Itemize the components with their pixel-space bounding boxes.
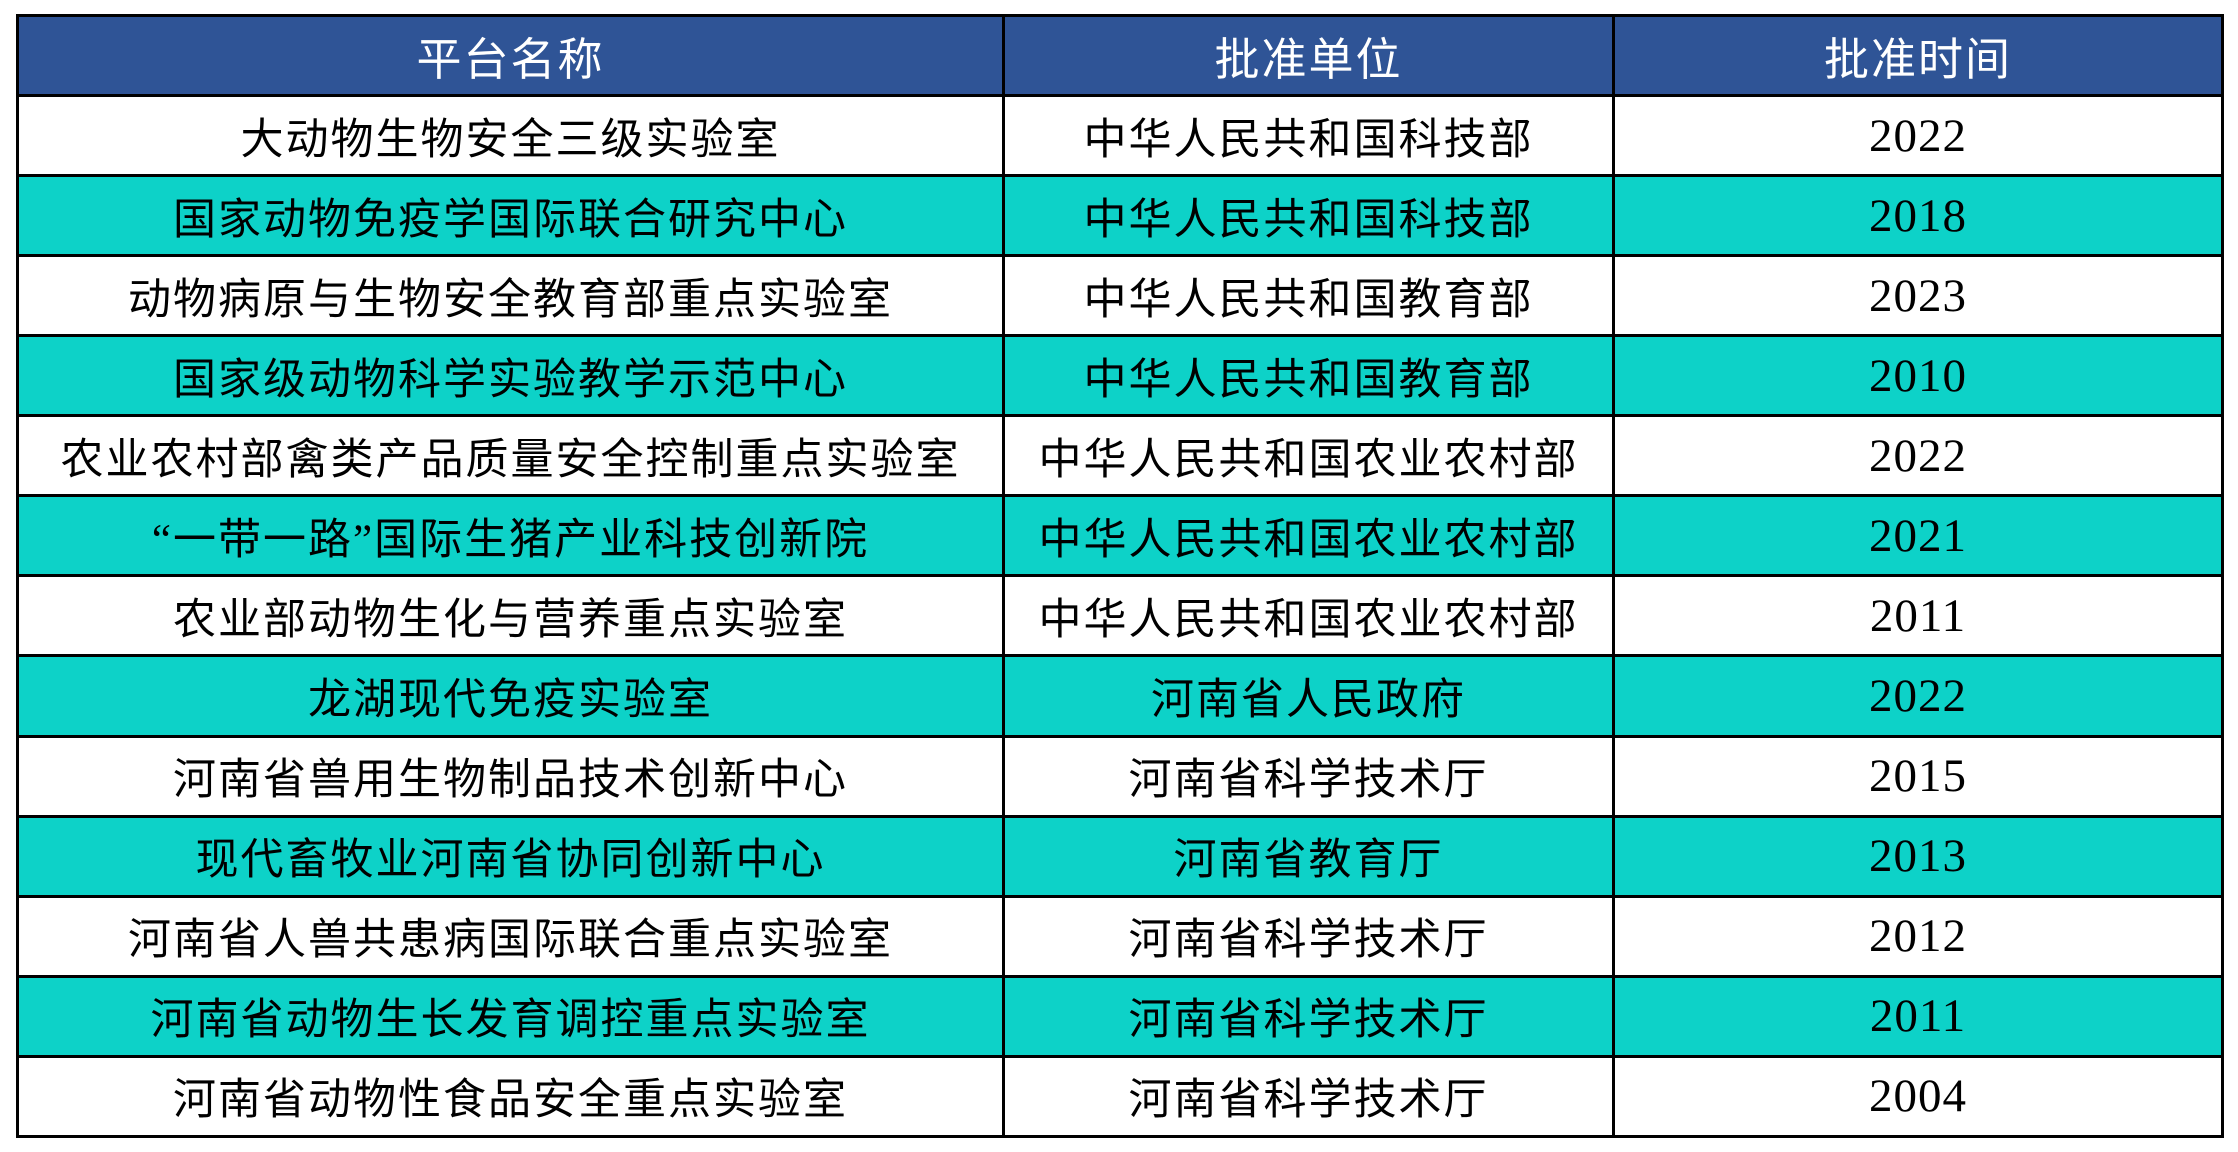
column-header-approving-unit: 批准单位: [1002, 14, 1615, 97]
cell-name: 河南省兽用生物制品技术创新中心: [16, 734, 1005, 818]
cell-year: 2011: [1612, 574, 2224, 658]
cell-unit: 中华人民共和国科技部: [1002, 93, 1615, 178]
cell-name: 国家级动物科学实验教学示范中心: [16, 334, 1005, 418]
cell-unit: 河南省科学技术厅: [1002, 894, 1615, 978]
cell-name: 现代畜牧业河南省协同创新中心: [16, 814, 1005, 898]
cell-name: 动物病原与生物安全教育部重点实验室: [16, 254, 1005, 338]
cell-name: 河南省人兽共患病国际联合重点实验室: [16, 894, 1005, 978]
table-row: 国家级动物科学实验教学示范中心 中华人民共和国教育部 2010: [16, 334, 2224, 418]
cell-unit: 中华人民共和国教育部: [1002, 254, 1615, 338]
cell-unit: 河南省科学技术厅: [1002, 1054, 1615, 1139]
cell-name: 河南省动物生长发育调控重点实验室: [16, 974, 1005, 1058]
cell-unit: 中华人民共和国科技部: [1002, 174, 1615, 258]
cell-year: 2022: [1612, 414, 2224, 498]
cell-unit: 中华人民共和国农业农村部: [1002, 574, 1615, 658]
cell-year: 2015: [1612, 734, 2224, 818]
cell-name: 农业农村部禽类产品质量安全控制重点实验室: [16, 414, 1005, 498]
platform-table: 平台名称 批准单位 批准时间 大动物生物安全三级实验室 中华人民共和国科技部 202…: [16, 14, 2224, 1139]
cell-year: 2012: [1612, 894, 2224, 978]
cell-unit: 中华人民共和国农业农村部: [1002, 494, 1615, 578]
cell-year: 2013: [1612, 814, 2224, 898]
cell-year: 2004: [1612, 1054, 2224, 1139]
table-row: 农业部动物生化与营养重点实验室 中华人民共和国农业农村部 2011: [16, 574, 2224, 658]
table-row: 河南省动物性食品安全重点实验室 河南省科学技术厅 2004: [16, 1054, 2224, 1139]
cell-name: 大动物生物安全三级实验室: [16, 93, 1005, 178]
cell-year: 2023: [1612, 254, 2224, 338]
cell-name: 国家动物免疫学国际联合研究中心: [16, 174, 1005, 258]
table-row: 河南省动物生长发育调控重点实验室 河南省科学技术厅 2011: [16, 974, 2224, 1058]
cell-name: 农业部动物生化与营养重点实验室: [16, 574, 1005, 658]
cell-name: 河南省动物性食品安全重点实验室: [16, 1054, 1005, 1139]
table-row: 农业农村部禽类产品质量安全控制重点实验室 中华人民共和国农业农村部 2022: [16, 414, 2224, 498]
cell-name: “一带一路”国际生猪产业科技创新院: [16, 494, 1005, 578]
cell-unit: 中华人民共和国农业农村部: [1002, 414, 1615, 498]
cell-unit: 中华人民共和国教育部: [1002, 334, 1615, 418]
column-header-approval-year: 批准时间: [1612, 14, 2224, 97]
table-row: 国家动物免疫学国际联合研究中心 中华人民共和国科技部 2018: [16, 174, 2224, 258]
cell-unit: 河南省教育厅: [1002, 814, 1615, 898]
table-row: 河南省人兽共患病国际联合重点实验室 河南省科学技术厅 2012: [16, 894, 2224, 978]
table-row: 河南省兽用生物制品技术创新中心 河南省科学技术厅 2015: [16, 734, 2224, 818]
cell-unit: 河南省人民政府: [1002, 654, 1615, 738]
cell-year: 2022: [1612, 93, 2224, 178]
cell-year: 2011: [1612, 974, 2224, 1058]
cell-year: 2010: [1612, 334, 2224, 418]
header-row: 平台名称 批准单位 批准时间: [16, 14, 2224, 97]
cell-unit: 河南省科学技术厅: [1002, 974, 1615, 1058]
table-row: 现代畜牧业河南省协同创新中心 河南省教育厅 2013: [16, 814, 2224, 898]
table-row: “一带一路”国际生猪产业科技创新院 中华人民共和国农业农村部 2021: [16, 494, 2224, 578]
cell-year: 2018: [1612, 174, 2224, 258]
cell-unit: 河南省科学技术厅: [1002, 734, 1615, 818]
cell-name: 龙湖现代免疫实验室: [16, 654, 1005, 738]
cell-year: 2022: [1612, 654, 2224, 738]
cell-year: 2021: [1612, 494, 2224, 578]
table-row: 大动物生物安全三级实验室 中华人民共和国科技部 2022: [16, 93, 2224, 178]
table-row: 动物病原与生物安全教育部重点实验室 中华人民共和国教育部 2023: [16, 254, 2224, 338]
column-header-platform-name: 平台名称: [16, 14, 1005, 97]
table-row: 龙湖现代免疫实验室 河南省人民政府 2022: [16, 654, 2224, 738]
table-body: 大动物生物安全三级实验室 中华人民共和国科技部 2022 国家动物免疫学国际联合研究中…: [16, 93, 2224, 1139]
